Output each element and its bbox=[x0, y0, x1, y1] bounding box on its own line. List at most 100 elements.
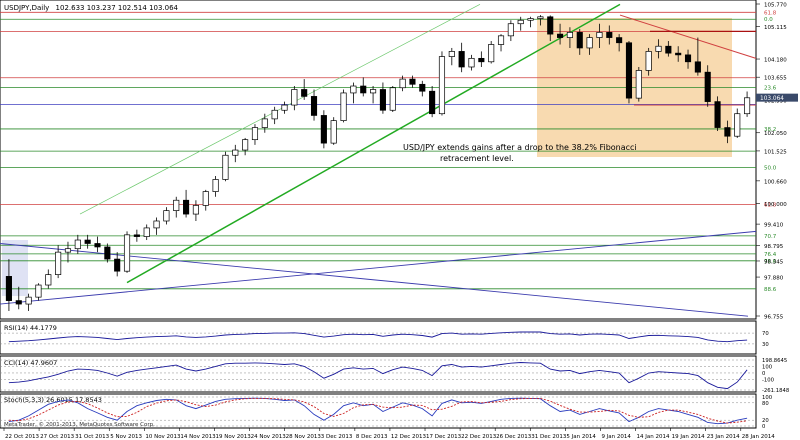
candle bbox=[360, 77, 367, 97]
candle bbox=[596, 23, 603, 48]
candle-body bbox=[370, 89, 377, 94]
candle-body bbox=[222, 154, 229, 180]
candle bbox=[192, 200, 199, 221]
fib-label-76-4: 76.4 bbox=[764, 252, 777, 258]
candle bbox=[94, 236, 101, 253]
candle-body bbox=[694, 61, 701, 73]
date-tick-label: 22 Oct 2013 bbox=[5, 434, 40, 440]
indicator-tick-label: -261.1848 bbox=[762, 388, 790, 394]
date-tick-label: 19 Jan 2014 bbox=[672, 434, 705, 440]
candle bbox=[458, 42, 465, 73]
candle bbox=[399, 75, 406, 92]
fib-label-50-0: 50.0 bbox=[764, 165, 777, 171]
candle-body bbox=[586, 37, 593, 49]
candle bbox=[173, 196, 180, 218]
chart-title: USDJPY,Daily 102.633 103.237 102.514 103… bbox=[4, 4, 179, 12]
date-tick-label: 28 Jan 2014 bbox=[742, 434, 775, 440]
date-tick-label: 3 Dec 2013 bbox=[321, 434, 353, 440]
candle bbox=[271, 106, 278, 125]
candle-body bbox=[94, 243, 101, 248]
candle bbox=[330, 117, 337, 145]
candle bbox=[310, 89, 318, 121]
price-tick-label: 100.660 bbox=[764, 179, 787, 185]
candle-body bbox=[557, 33, 564, 38]
candle-body bbox=[183, 199, 190, 215]
candle-body bbox=[606, 32, 613, 38]
cci-line bbox=[8, 362, 748, 390]
candle-body bbox=[301, 89, 308, 97]
candle-body bbox=[714, 101, 721, 128]
candle bbox=[84, 234, 91, 249]
candle-body bbox=[74, 239, 81, 250]
price-tick-label: 100.000 bbox=[764, 202, 787, 208]
price-tick-label: 98.795 bbox=[764, 244, 784, 250]
candle bbox=[497, 34, 505, 52]
candle-body bbox=[488, 44, 495, 63]
date-tick-label: 5 Nov 2013 bbox=[110, 434, 142, 440]
candle bbox=[517, 16, 524, 31]
candle bbox=[251, 124, 259, 145]
candle-body bbox=[271, 109, 278, 120]
candle bbox=[163, 207, 170, 225]
candle bbox=[340, 89, 347, 123]
candle bbox=[665, 41, 672, 57]
date-tick-label: 8 Dec 2013 bbox=[356, 434, 388, 440]
candle bbox=[183, 189, 190, 218]
candle bbox=[45, 269, 52, 289]
rsi-line bbox=[8, 331, 748, 343]
candle-body bbox=[163, 210, 170, 222]
candle bbox=[527, 16, 534, 28]
indicator-tick-label: 0 bbox=[762, 424, 766, 430]
stoch-label: Stoch(5,3,3) 26.6015 17.8543 bbox=[4, 396, 102, 404]
candle-body bbox=[527, 18, 534, 21]
candle-body bbox=[497, 35, 505, 45]
candle-body bbox=[15, 300, 22, 305]
candle bbox=[212, 176, 219, 197]
candle-body bbox=[675, 52, 682, 56]
main-price-panel: 61.80.023.638.250.061.870.776.478.688.6 … bbox=[0, 0, 777, 320]
candle-body bbox=[350, 85, 357, 94]
candle-body bbox=[625, 42, 633, 99]
date-tick-label: 17 Dec 2013 bbox=[426, 434, 462, 440]
candle bbox=[222, 151, 229, 182]
price-tick-label: 96.755 bbox=[764, 315, 784, 321]
fib-label-23-6: 23.6 bbox=[764, 85, 777, 91]
candle-body bbox=[25, 296, 32, 305]
candle bbox=[379, 82, 386, 114]
candle-body bbox=[261, 118, 268, 128]
price-tick-label: 104.180 bbox=[764, 58, 787, 64]
candle-body bbox=[458, 51, 465, 68]
indicator-tick-label: 20 bbox=[762, 418, 769, 424]
stoch-main-line bbox=[8, 397, 748, 425]
candle-body bbox=[192, 205, 199, 215]
candle-body bbox=[507, 23, 514, 37]
candle bbox=[734, 108, 741, 138]
candle bbox=[704, 65, 711, 107]
candle bbox=[409, 75, 416, 88]
candle bbox=[507, 20, 514, 42]
date-tick-label: 31 Oct 2013 bbox=[75, 434, 110, 440]
candle bbox=[15, 286, 22, 310]
price-tick-label: 103.655 bbox=[764, 76, 787, 82]
candle-body bbox=[291, 89, 298, 106]
price-tick-label: 101.525 bbox=[764, 149, 787, 155]
date-tick-label: 9 Jan 2014 bbox=[601, 434, 631, 440]
indicator-tick-label: 30 bbox=[762, 342, 769, 348]
candle bbox=[281, 101, 288, 114]
candle-body bbox=[547, 16, 554, 35]
candle-body bbox=[55, 251, 62, 275]
indicator-tick-label: 198.8645 bbox=[762, 358, 787, 364]
candle-body bbox=[576, 32, 583, 49]
indicator-tick-label: 100 bbox=[762, 364, 773, 370]
last-price-label: 103.064 bbox=[760, 96, 784, 102]
rsi-panel: RSI(14) 44.1779 70 30 bbox=[0, 320, 769, 355]
candle bbox=[143, 224, 150, 241]
last-price-box bbox=[756, 93, 798, 102]
candle-body bbox=[429, 90, 436, 115]
candle bbox=[488, 41, 495, 64]
candle bbox=[478, 51, 485, 67]
candle-body bbox=[448, 51, 455, 57]
candle-body bbox=[744, 97, 751, 115]
candle bbox=[419, 80, 426, 97]
